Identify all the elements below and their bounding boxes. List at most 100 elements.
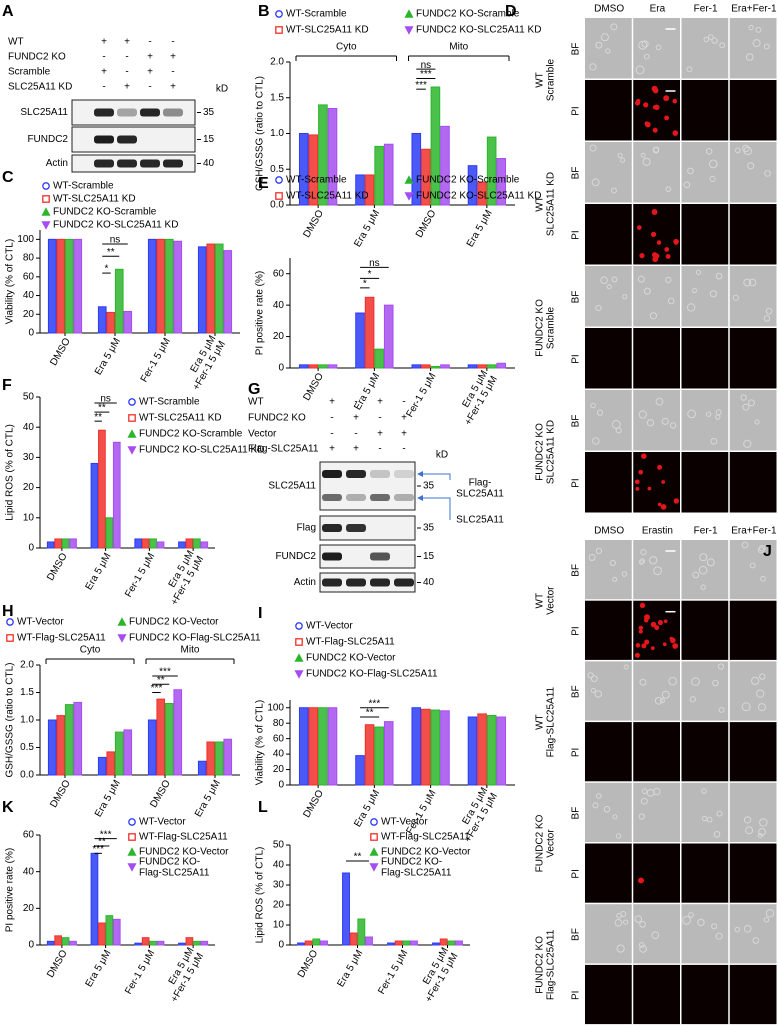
y-tick-label: 0	[278, 780, 284, 791]
bar	[64, 238, 74, 334]
pi-signal	[669, 636, 674, 641]
channel-label: PI	[571, 991, 582, 1000]
x-tick-label: Fer-1 5 μM	[139, 336, 173, 384]
significance-label: *	[363, 278, 367, 289]
bar	[123, 729, 133, 776]
pi-image	[729, 964, 777, 1025]
cell-texture	[745, 826, 754, 835]
pi-image	[633, 328, 680, 389]
band-label: Actin	[294, 577, 316, 588]
sign: +	[377, 397, 383, 408]
column-label: Fer-1	[694, 526, 718, 537]
y-tick-label: 30	[273, 880, 285, 891]
bar	[318, 707, 328, 786]
bar	[298, 707, 309, 786]
cell-texture	[715, 272, 723, 280]
y-tick-label: 100	[17, 234, 34, 245]
y-tick-label: 0	[28, 328, 34, 339]
legend-marker	[275, 10, 283, 18]
sign: +	[353, 413, 359, 424]
pi-signal	[657, 464, 663, 470]
cell-texture	[743, 439, 752, 448]
y-axis-label: Viability (% of CTL)	[255, 700, 266, 785]
blot-band	[94, 159, 114, 168]
cell-texture	[709, 290, 717, 298]
kd-unit: kD	[436, 450, 448, 461]
blot-band	[322, 552, 342, 561]
channel-label: PI	[571, 354, 582, 363]
x-tick-label: DMSO	[45, 551, 70, 583]
sign: +	[124, 37, 130, 48]
cell-texture	[639, 558, 646, 564]
bf-image	[729, 390, 777, 451]
legend-marker	[42, 195, 50, 203]
bar	[134, 942, 143, 946]
pi-signal	[652, 252, 658, 258]
y-tick-label: 60	[273, 268, 285, 279]
pi-image	[585, 328, 632, 389]
bar	[410, 940, 418, 946]
cell-texture	[661, 690, 670, 699]
significance-label: ***	[159, 667, 171, 678]
x-tick-label: Era 5 μM	[93, 336, 123, 377]
panel-label: E	[258, 175, 269, 192]
bar	[455, 940, 463, 946]
bf-image	[681, 661, 729, 721]
y-tick-label: 40	[23, 866, 35, 877]
x-tick-label: Era 5 μM	[84, 948, 114, 989]
bar	[134, 538, 143, 549]
bar	[318, 104, 328, 206]
pi-signal	[638, 469, 644, 475]
cell-texture	[638, 942, 645, 948]
cell-texture	[605, 48, 611, 54]
significance-label: *	[105, 264, 109, 275]
y-tick-label: 40	[23, 290, 35, 301]
bar	[421, 148, 431, 206]
x-tick-label: Fer-1 5 μM	[404, 371, 438, 419]
cell-texture	[589, 63, 597, 71]
y-tick-label: 1.5	[270, 92, 284, 103]
x-tick-label: Era 5 μM	[193, 778, 223, 819]
cell-texture	[653, 787, 661, 796]
pi-image	[681, 964, 729, 1025]
pi-image	[681, 328, 729, 389]
legend-label: WT-Flag-SLC25A11	[139, 832, 228, 843]
legend-label: WT-Vector	[306, 621, 353, 632]
pi-signal	[638, 625, 644, 631]
legend-label: FUNDC2 KO-Flag-SLC25A11	[139, 856, 210, 878]
cell-texture	[760, 575, 766, 582]
pi-image	[585, 204, 632, 265]
kd-marker: 15	[203, 134, 215, 145]
blot-frame	[319, 544, 416, 569]
cell-texture	[640, 152, 646, 158]
bf-image	[585, 266, 632, 327]
cell-texture	[638, 559, 645, 565]
legend-label: WT-SLC25A11 KD	[139, 413, 222, 424]
bar	[394, 940, 403, 946]
bar	[192, 538, 201, 549]
y-tick-label: 0.0	[20, 770, 34, 781]
cell-texture	[612, 814, 618, 820]
bar	[147, 719, 157, 776]
cell-texture	[616, 912, 622, 919]
bar	[298, 133, 309, 206]
cell-texture	[665, 186, 672, 192]
channel-label: PI	[571, 869, 582, 878]
bar	[192, 940, 201, 946]
legend-marker	[275, 26, 283, 34]
legend-marker	[117, 634, 127, 643]
bar	[214, 243, 224, 334]
bf-image	[681, 18, 729, 79]
bar	[430, 365, 441, 369]
y-tick-label: 20	[273, 900, 285, 911]
significance-label: **	[157, 675, 165, 686]
bf-image	[633, 904, 680, 964]
sign: -	[148, 82, 151, 93]
cell-texture	[734, 926, 740, 933]
panel-label: F	[2, 377, 12, 394]
x-tick-label: Era 5 μM	[84, 551, 114, 592]
cell-texture	[606, 284, 612, 290]
bf-image	[585, 904, 632, 964]
blot-band	[394, 470, 414, 478]
bar	[141, 937, 150, 946]
